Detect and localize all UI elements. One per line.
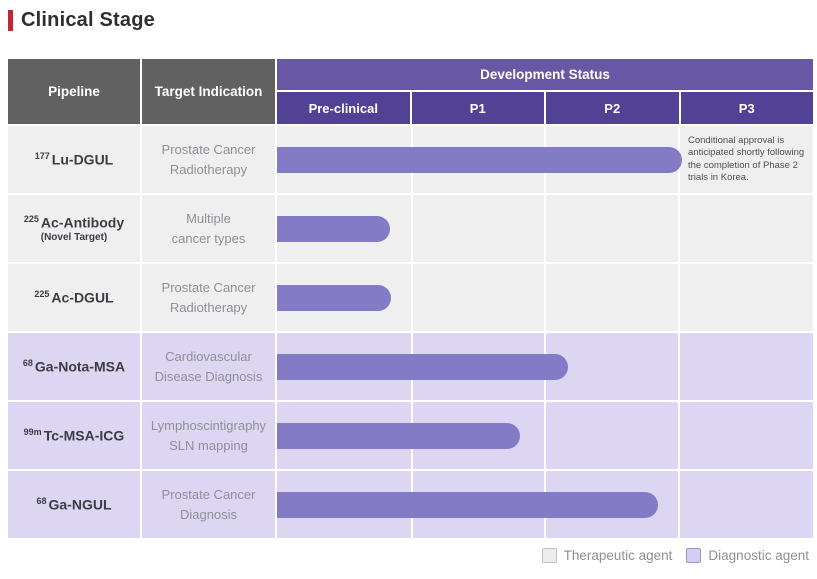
pipeline-cell: 68 Ga-NGUL xyxy=(8,471,140,538)
column-header-target-indication: Target Indication xyxy=(142,59,275,124)
legend-label: Diagnostic agent xyxy=(708,548,809,563)
isotope-superscript: 99m xyxy=(23,427,42,438)
indication-cell: Prostate Cancer Radiotherapy xyxy=(142,264,275,331)
indication-cell: Prostate Cancer Diagnosis xyxy=(142,471,275,538)
isotope-superscript: 68 xyxy=(36,496,47,507)
legend-item-therapeutic: Therapeutic agent xyxy=(541,548,673,563)
approval-note: Conditional approval is anticipated shor… xyxy=(688,134,805,184)
pipeline-label: 225 Ac-DGUL xyxy=(34,289,114,306)
development-bar-track xyxy=(277,471,813,538)
pipeline-cell: 225 Ac-Antibody (Novel Target) xyxy=(8,195,140,262)
pipeline-sublabel: (Novel Target) xyxy=(40,231,108,243)
progress-bar xyxy=(277,422,520,449)
isotope-superscript: 225 xyxy=(23,214,39,225)
page-title: Clinical Stage xyxy=(21,9,155,31)
therapeutic-swatch-icon xyxy=(541,548,557,563)
indication-cell: Cardiovascular Disease Diagnosis xyxy=(142,333,275,400)
progress-bar xyxy=(277,215,390,242)
development-bar-track xyxy=(277,195,813,262)
stage-header-p2: P2 xyxy=(546,92,679,124)
progress-bar xyxy=(277,491,658,518)
progress-bar xyxy=(277,146,682,173)
pipeline-label: 177 Lu-DGUL xyxy=(34,151,114,168)
legend-label: Therapeutic agent xyxy=(563,548,673,563)
indication-cell: Multiple cancer types xyxy=(142,195,275,262)
pipeline-label: 68 Ga-NGUL xyxy=(36,496,112,513)
legend-item-diagnostic: Diagnostic agent xyxy=(686,548,809,563)
diagnostic-swatch-icon xyxy=(686,548,702,563)
development-bar-track xyxy=(277,333,813,400)
indication-cell: Lymphoscintigraphy SLN mapping xyxy=(142,402,275,469)
progress-bar xyxy=(277,353,569,380)
progress-bar xyxy=(277,284,392,311)
pipeline-cell: 177 Lu-DGUL xyxy=(8,126,140,193)
stage-header-preclinical: Pre-clinical xyxy=(277,92,410,124)
pipeline-cell: 68 Ga-Nota-MSA xyxy=(8,333,140,400)
development-bar-track: Conditional approval is anticipated shor… xyxy=(277,126,813,193)
development-bar-track xyxy=(277,264,813,331)
indication-cell: Prostate Cancer Radiotherapy xyxy=(142,126,275,193)
isotope-superscript: 68 xyxy=(22,358,33,369)
column-header-development-status: Development Status xyxy=(277,59,813,90)
pipeline-label: 225 Ac-Antibody xyxy=(23,214,125,231)
page-title-row: Clinical Stage xyxy=(0,0,817,32)
pipeline-label: 99m Tc-MSA-ICG xyxy=(23,427,125,444)
pipeline-table: Pipeline Target Indication Development S… xyxy=(8,59,813,538)
development-bar-track xyxy=(277,402,813,469)
column-header-pipeline: Pipeline xyxy=(8,59,140,124)
title-accent-bar xyxy=(8,10,13,31)
pipeline-label: 68 Ga-Nota-MSA xyxy=(22,358,126,375)
isotope-superscript: 177 xyxy=(34,151,50,162)
stage-header-p3: P3 xyxy=(680,92,813,124)
pipeline-cell: 225 Ac-DGUL xyxy=(8,264,140,331)
isotope-superscript: 225 xyxy=(34,289,50,300)
legend: Therapeutic agent Diagnostic agent xyxy=(0,548,809,563)
pipeline-cell: 99m Tc-MSA-ICG xyxy=(8,402,140,469)
stage-header-p1: P1 xyxy=(411,92,544,124)
